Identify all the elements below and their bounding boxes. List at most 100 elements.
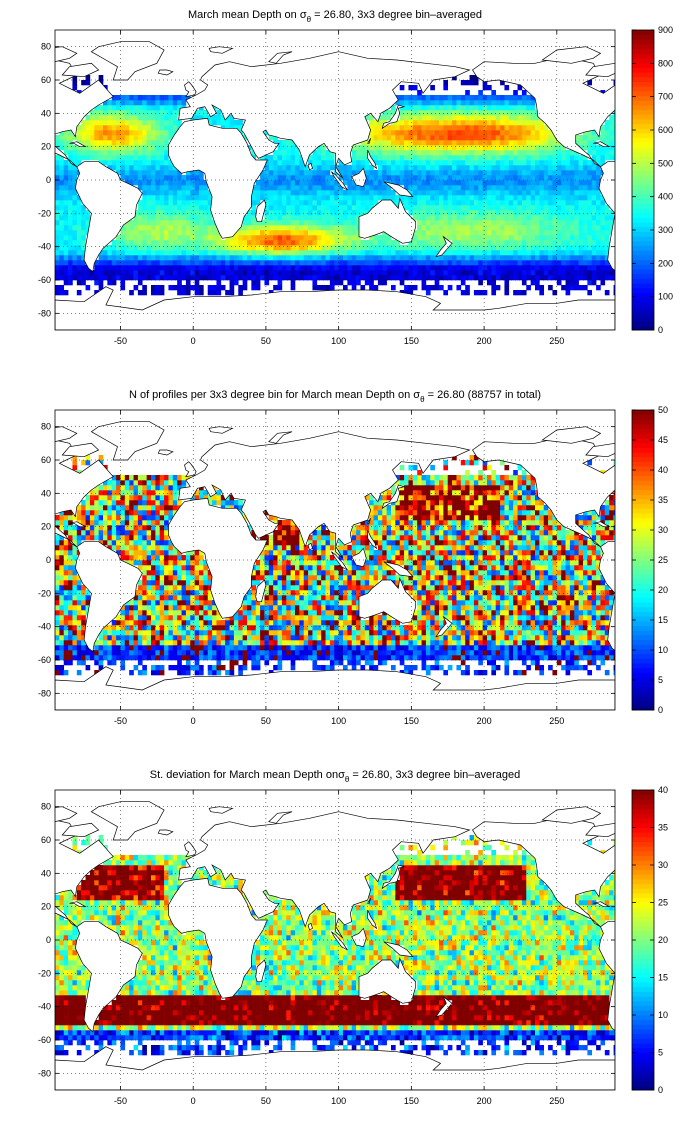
heatmap-cell [85, 270, 91, 276]
heatmap-cell [565, 290, 571, 296]
heatmap-cell [552, 220, 558, 226]
heatmap-cell [543, 215, 549, 221]
heatmap-cell [142, 505, 147, 511]
heatmap-cell [613, 80, 615, 86]
heatmap-cell [177, 285, 182, 291]
heatmap-cell [55, 255, 60, 261]
heatmap-cell [548, 220, 553, 226]
heatmap-cell [421, 115, 427, 121]
heatmap-cell [578, 180, 584, 186]
heatmap-cell [500, 115, 505, 121]
heatmap-cell [587, 195, 593, 201]
heatmap-cell [535, 180, 540, 186]
heatmap-cell [543, 165, 549, 171]
heatmap-cell [89, 120, 95, 126]
heatmap-cell [308, 220, 313, 226]
heatmap-cell [495, 275, 501, 281]
heatmap-cell [504, 125, 510, 131]
heatmap-cell [281, 165, 287, 171]
heatmap-cell [55, 610, 60, 616]
heatmap-cell [399, 175, 405, 181]
heatmap-cell [155, 480, 161, 486]
heatmap-cell [530, 280, 536, 286]
heatmap-cell [600, 135, 606, 141]
heatmap-cell [452, 140, 457, 146]
heatmap-cell [386, 260, 392, 266]
heatmap-cell [177, 650, 182, 656]
heatmap-cell [425, 250, 431, 256]
heatmap-cell [124, 525, 130, 531]
heatmap-cell [417, 185, 422, 191]
heatmap-cell [68, 155, 73, 161]
heatmap-cell [487, 280, 492, 286]
heatmap-cell [452, 100, 457, 106]
heatmap-cell [504, 130, 510, 136]
heatmap-cell [425, 285, 431, 291]
heatmap-cell [295, 185, 300, 191]
heatmap-cell [316, 195, 322, 201]
heatmap-cell [504, 270, 510, 276]
heatmap-cell [356, 195, 361, 201]
heatmap-cell [521, 225, 527, 231]
heatmap-cell [81, 585, 86, 591]
heatmap-cell [583, 130, 588, 136]
heatmap-cell [185, 185, 191, 191]
heatmap-cell [81, 235, 86, 241]
heatmap-cell [325, 235, 331, 241]
heatmap-cell [190, 665, 195, 671]
heatmap-cell [94, 280, 99, 286]
heatmap-cell [377, 245, 383, 251]
heatmap-cell [120, 625, 126, 631]
heatmap-cell [63, 245, 69, 251]
heatmap-cell [159, 170, 165, 176]
heatmap-cell [439, 115, 444, 121]
heatmap-cell [430, 175, 435, 181]
heatmap-cell [391, 140, 396, 146]
heatmap-cell [364, 270, 370, 276]
heatmap-cell [548, 245, 553, 251]
heatmap-cell [177, 290, 182, 296]
heatmap-cell [199, 495, 204, 501]
heatmap-cell [124, 555, 130, 561]
heatmap-cell [103, 510, 108, 516]
heatmap-cell [247, 235, 252, 241]
heatmap-cell [98, 630, 104, 636]
heatmap-cell [587, 205, 593, 211]
heatmap-cell [356, 240, 361, 246]
heatmap-cell [63, 555, 69, 561]
heatmap-cell [137, 615, 143, 621]
heatmap-cell [255, 235, 261, 241]
heatmap-cell [133, 550, 139, 556]
heatmap-cell [556, 165, 562, 171]
heatmap-cell [107, 540, 113, 546]
heatmap-cell [177, 190, 182, 196]
heatmap-cell [421, 170, 427, 176]
heatmap-cell [456, 175, 462, 181]
heatmap-cell [548, 240, 553, 246]
heatmap-cell [460, 235, 466, 241]
heatmap-cell [439, 140, 444, 146]
heatmap-cell [364, 250, 370, 256]
heatmap-cell [491, 250, 497, 256]
heatmap-cell [308, 175, 313, 181]
heatmap-cell [308, 235, 313, 241]
heatmap-cell [404, 250, 409, 256]
heatmap-cell [133, 510, 139, 516]
heatmap-cell [277, 180, 283, 186]
colorbar-segment [632, 62, 654, 68]
heatmap-cell [164, 185, 169, 191]
heatmap-cell [137, 565, 143, 571]
heatmap-cell [89, 140, 95, 146]
heatmap-cell [98, 270, 104, 276]
heatmap-cell [530, 200, 536, 206]
heatmap-cell [565, 200, 571, 206]
heatmap-cell [430, 100, 435, 106]
heatmap-cell [526, 210, 531, 216]
heatmap-cell [530, 275, 536, 281]
heatmap-cell [107, 520, 113, 526]
heatmap-cell [535, 205, 540, 211]
heatmap-cell [260, 175, 265, 181]
heatmap-cell [103, 100, 108, 106]
heatmap-cell [89, 490, 95, 496]
heatmap-cell [487, 230, 492, 236]
